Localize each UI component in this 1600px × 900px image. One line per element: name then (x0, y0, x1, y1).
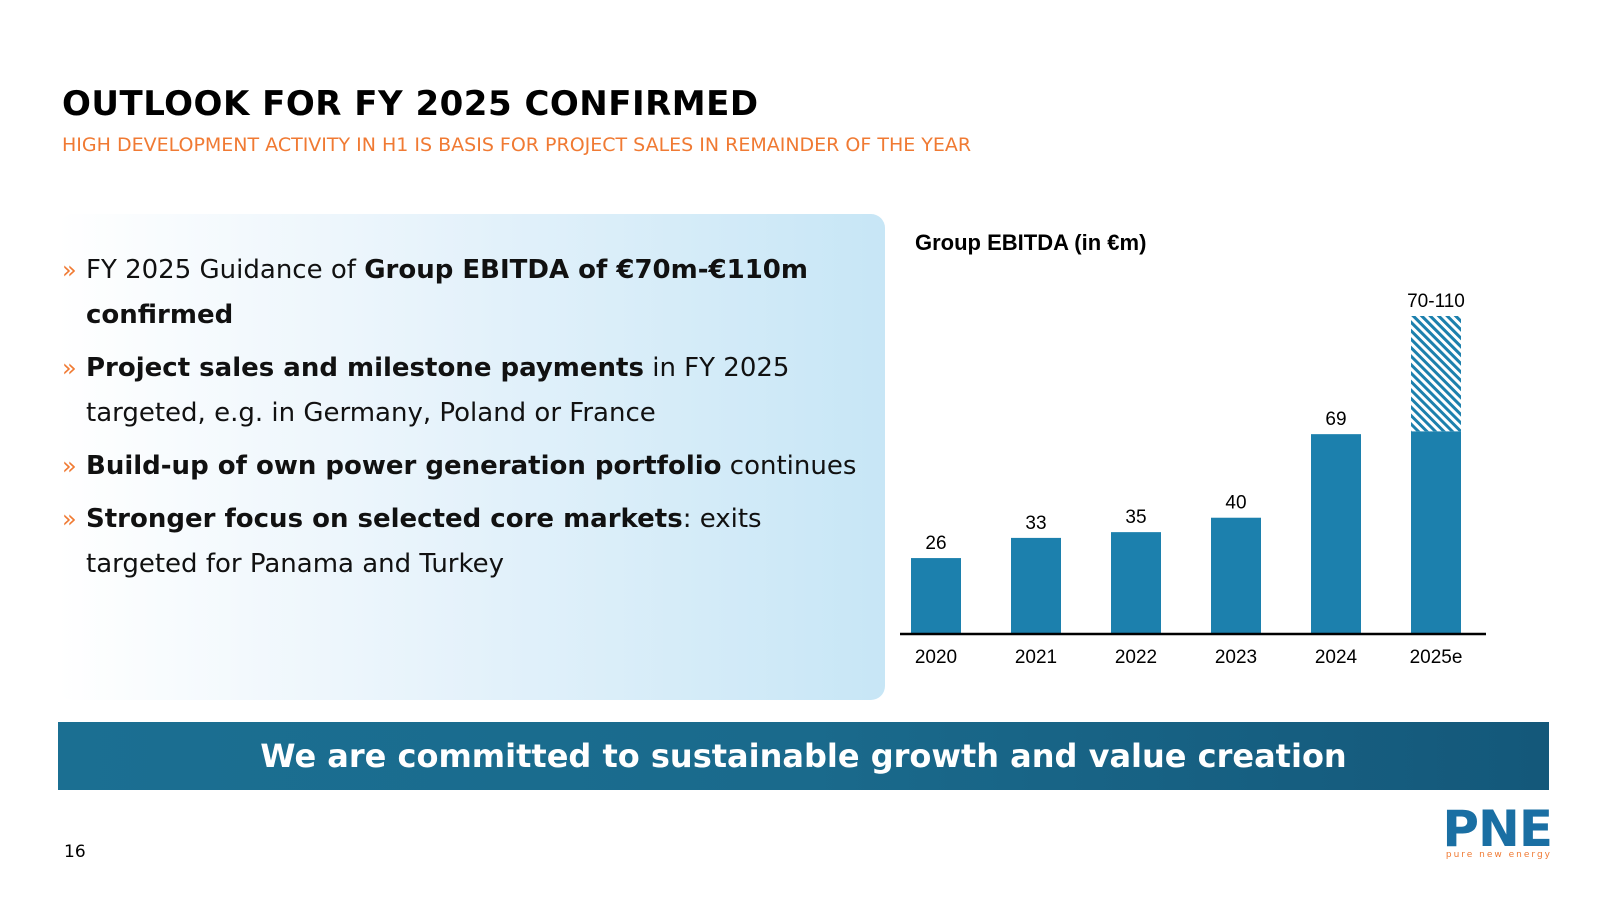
bullet-item: » Build-up of own power generation portfo… (62, 444, 862, 489)
bar-2020 (911, 558, 961, 633)
bar-2024 (1311, 434, 1361, 633)
data-label-2023: 40 (1225, 493, 1246, 514)
data-label-2022: 35 (1125, 507, 1146, 528)
bar-2025e (1411, 431, 1461, 633)
banner-text: We are committed to sustainable growth a… (260, 737, 1347, 775)
bullet-item: » FY 2025 Guidance of Group EBITDA of €70… (62, 248, 862, 338)
page-title: OUTLOOK FOR FY 2025 CONFIRMED (62, 84, 759, 124)
logo-brand: PNE (1442, 800, 1553, 858)
page-subtitle: HIGH DEVELOPMENT ACTIVITY IN H1 IS BASIS… (62, 134, 972, 156)
chart-title: Group EBITDA (in €m) (915, 230, 1147, 255)
data-label-2020: 26 (925, 533, 946, 554)
x-tick-2024: 2024 (1315, 647, 1358, 668)
bar-2022 (1111, 532, 1161, 633)
data-label-2024: 69 (1325, 409, 1346, 430)
bullet-marker: » (62, 256, 77, 284)
ebitda-bar-chart: 26 2020 33 2021 35 2022 40 2023 69 2024 70-110 2025… (900, 291, 1486, 668)
page-number: 16 (64, 842, 86, 862)
bullet-item: » Stronger focus on selected core markets… (62, 497, 862, 587)
data-label-2021: 33 (1025, 513, 1046, 534)
bullet-list: » FY 2025 Guidance of Group EBITDA of €70… (62, 248, 862, 595)
bar-2021 (1011, 537, 1061, 633)
bar-range-2025e (1411, 316, 1461, 432)
x-tick-2020: 2020 (915, 647, 957, 668)
pne-logo: PNE pure new energy (1430, 800, 1553, 860)
x-tick-2025e: 2025e (1410, 647, 1463, 668)
bullet-marker: » (62, 505, 77, 533)
data-label-2025e: 70-110 (1407, 291, 1465, 312)
bullet-item: » Project sales and milestone payments in… (62, 346, 862, 436)
x-tick-2023: 2023 (1215, 647, 1257, 668)
bar-2023 (1211, 517, 1261, 633)
logo-tagline: pure new energy (1445, 850, 1552, 860)
bullet-panel (58, 214, 885, 700)
x-tick-2022: 2022 (1115, 647, 1157, 668)
bullet-marker: » (62, 354, 77, 382)
commitment-banner: We are committed to sustainable growth a… (58, 722, 1549, 790)
bullet-marker: » (62, 452, 77, 480)
x-tick-2021: 2021 (1015, 647, 1057, 668)
